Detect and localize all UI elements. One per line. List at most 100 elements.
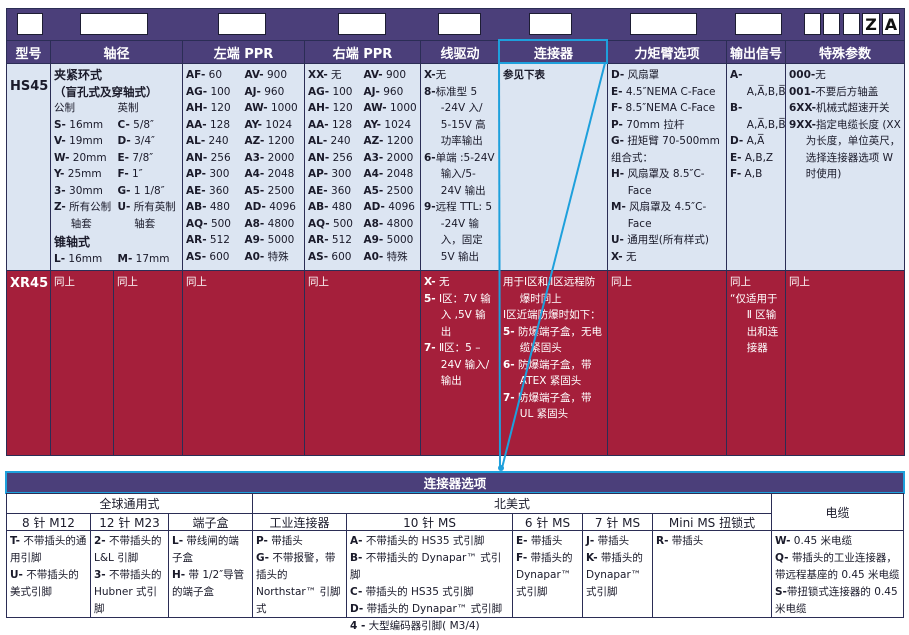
option-text: 20mm: [69, 151, 107, 164]
option-code: 3-: [54, 184, 66, 197]
option-line: AE- 360: [186, 183, 243, 200]
option-code: AB-: [186, 201, 207, 213]
option-line: X- 无: [611, 249, 723, 266]
option-code: U-: [10, 569, 23, 581]
option-line: S-带扭锁式连接器的 0.45 米电缆: [775, 584, 900, 618]
shaft-clamp-title: 夹紧环式: [54, 68, 103, 82]
option-code: AS-: [308, 250, 329, 263]
option-line: AW- 1000: [364, 100, 418, 117]
option-line: AL- 240: [308, 133, 362, 150]
option-text: 不带报警，带插头的 Northstar™ 引脚式: [256, 552, 341, 615]
option-text: 无: [435, 276, 450, 288]
header-special: 特殊参数: [785, 40, 905, 64]
code-box-connector: [529, 13, 572, 35]
hs45-connector: 参见下表: [499, 63, 608, 271]
option-line: W- 20mm: [54, 150, 116, 167]
option-text: 不带插头的通用引脚: [10, 535, 87, 564]
option-code: C-: [117, 118, 130, 131]
option-line: AD- 4096: [245, 199, 302, 216]
option-text: 19mm: [65, 135, 103, 147]
option-line: 8-标准型 5 -24V 入/ 5-15V 高功率输出: [424, 84, 496, 150]
option-line: AW- 1000: [245, 100, 302, 117]
option-line: E- 4.5″NEMA C-Face: [611, 84, 723, 101]
header-torque-arm: 力矩臂选项: [607, 40, 727, 64]
option-line: X-无: [424, 67, 496, 84]
option-code: AJ-: [363, 85, 380, 98]
option-text: 带插头: [527, 535, 563, 547]
option-line: 001-不要后方轴盖: [789, 84, 901, 101]
option-text: 2500: [383, 184, 414, 197]
option-text: 单端 :5-24V 输入/5-24V 输出: [435, 151, 495, 197]
option-line: D- A,A̅: [730, 133, 782, 150]
option-line: S- 16mm: [54, 117, 116, 134]
option-code: 6XX-: [789, 102, 816, 114]
option-code: AQ-: [186, 217, 208, 230]
option-line: E- 带插头: [516, 533, 579, 550]
option-line: M- 17mm: [118, 251, 180, 268]
option-code: M-: [117, 252, 133, 265]
option-code: AL-: [308, 135, 328, 147]
option-text: 不带插头的 Dynapar™ 式引脚: [350, 552, 502, 581]
group-north-america: 北美式: [252, 493, 772, 514]
option-code: A9-: [363, 234, 384, 246]
option-code: 9XX-: [789, 118, 816, 131]
option-text: 特殊: [383, 250, 408, 263]
option-line: D- 3/4″: [118, 133, 180, 150]
header-left-ppr: 左端 PPR: [182, 40, 305, 64]
option-code: 6-: [503, 358, 515, 371]
option-text: 不带插头的 HS35 式引脚: [362, 535, 485, 547]
options-6pin-ms: E- 带插头 F- 带插头的 Dynapar™ 式引脚: [512, 530, 583, 618]
options-8pin-m12: T- 不带插头的通用引脚 U- 不带插头的美式引脚: [6, 530, 91, 618]
option-code: 9-: [424, 201, 436, 213]
shaft-taper-title: 锥轴式: [54, 235, 91, 249]
header-right-ppr: 右端 PPR: [304, 40, 421, 64]
options-terminal-box: L- 带线闸的端子盒 H- 带 1/2″导管的端子盒: [168, 530, 253, 618]
option-text: 1024: [381, 118, 412, 131]
option-text: 4.5″NEMA C-Face: [622, 85, 716, 98]
option-line: U- 所有英制轴套: [118, 199, 180, 232]
option-code: B-: [730, 102, 743, 114]
option-line: 7- Ⅱ区：5 – 24V 输入/输出: [424, 340, 496, 390]
group-cable: 电缆: [771, 493, 904, 531]
option-code: L-: [54, 252, 66, 265]
code-box-model: [17, 13, 43, 35]
option-line: 6XX-机械式超速开关: [789, 100, 901, 117]
option-code: G-: [256, 552, 269, 564]
option-line: W- 0.45 米电缆: [775, 533, 900, 550]
options-industrial: P- 带插头 G- 不带报警，带插头的 Northstar™ 引脚式: [252, 530, 347, 618]
option-code: U-: [117, 201, 131, 213]
option-text: 带插头的 Dynapar™ 式引脚: [516, 552, 573, 598]
option-line: AG- 100: [308, 84, 362, 101]
xr45-shaft-imperial: 同上: [113, 270, 183, 456]
option-text: 不带插头的 L&L 引脚: [94, 535, 162, 564]
option-text: 不带插头的美式引脚: [10, 569, 79, 598]
option-code: Q-: [775, 552, 789, 564]
hs45-output-signal: A- A,A̅,B,B̅,Z,Z̅B- A,A̅,B,B̅D- A,A̅E- A…: [726, 63, 786, 271]
option-code: AW-: [244, 102, 268, 114]
code-box-output: [735, 13, 782, 35]
option-code: F-: [516, 552, 528, 564]
option-text: 无: [435, 69, 447, 81]
option-text: 带 1/2″导管的端子盒: [172, 569, 245, 598]
option-line: AA- 128: [186, 117, 243, 134]
option-line: F- 1″: [118, 166, 180, 183]
code-box-special-1: [804, 13, 821, 35]
option-text: 带插头: [594, 535, 630, 547]
option-code: A4-: [244, 168, 265, 180]
option-code: 7-: [503, 391, 515, 404]
option-text: 大型编码器引脚( M3/4): [365, 620, 480, 632]
option-line: 参见下表: [503, 67, 604, 84]
option-line: L- 带线闸的端子盒: [172, 533, 249, 567]
option-code: H-: [172, 569, 186, 581]
option-code: 4 -: [350, 620, 366, 632]
option-line: G- 不带报警，带插头的 Northstar™ 引脚式: [256, 550, 343, 618]
option-line: T- 不带插头的通用引脚: [10, 533, 87, 567]
option-line: A5- 2500: [245, 183, 302, 200]
option-line: 5- 防爆端子盒，无电缆紧固头: [503, 324, 604, 357]
xr45-model: XR45: [6, 270, 51, 456]
option-line: AA- 128: [308, 117, 362, 134]
option-line: E- 7/8″: [118, 150, 180, 167]
option-text: 组合式：: [611, 151, 653, 164]
option-code: Y-: [54, 168, 65, 180]
option-code: J-: [586, 535, 595, 547]
